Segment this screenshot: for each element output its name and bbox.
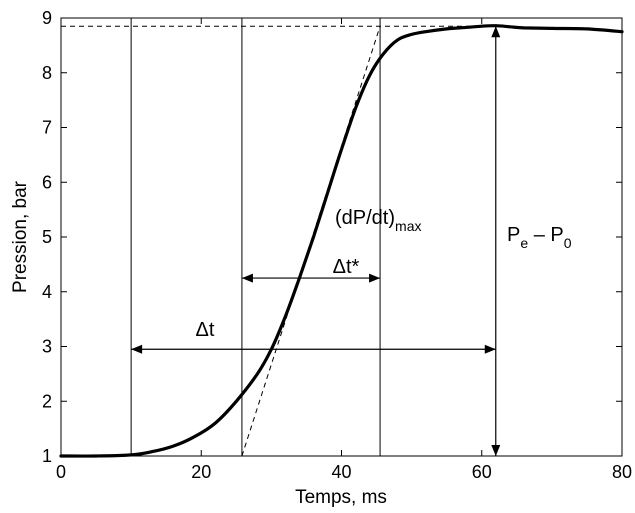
y-tick-label: 7	[42, 118, 52, 138]
y-tick-label: 9	[42, 8, 52, 28]
y-axis-ticks: 1 2 3 4 5 6 7 8 9	[42, 8, 622, 466]
delta-t-arrow-head-left	[131, 344, 143, 354]
pressure-rise-arrow-head-down	[491, 445, 501, 456]
y-tick-label: 2	[42, 391, 52, 411]
y-axis-label: Pression, bar	[10, 180, 31, 293]
delta-t-star-label: Δt*	[333, 256, 360, 278]
x-tick-label: 60	[472, 462, 492, 482]
annotations	[61, 18, 501, 457]
y-tick-label: 4	[42, 282, 52, 302]
pressure-curve	[59, 24, 624, 458]
delta-t-arrow-head-right	[484, 344, 496, 354]
delta-t-label: Δt	[196, 319, 215, 341]
y-tick-label: 3	[42, 337, 52, 357]
x-axis-label: Temps, ms	[295, 487, 387, 508]
slope-label: (dP/dt)max	[335, 207, 421, 234]
delta-t-star-arrow-head-right	[369, 273, 381, 283]
y-tick-label: 6	[42, 172, 52, 192]
x-tick-label: 0	[56, 462, 66, 482]
y-tick-label: 1	[42, 446, 52, 466]
pressure-rise-label: Pe – P0	[507, 224, 572, 251]
x-tick-label: 20	[191, 462, 211, 482]
y-tick-label: 5	[42, 227, 52, 247]
y-tick-label: 8	[42, 63, 52, 83]
pressure-rise-arrow-head-up	[491, 26, 501, 38]
delta-t-star-arrow-head-left	[241, 273, 253, 283]
x-axis-ticks: 0 20 40 60 80	[56, 18, 632, 482]
x-tick-label: 80	[612, 462, 632, 482]
x-tick-label: 40	[331, 462, 351, 482]
